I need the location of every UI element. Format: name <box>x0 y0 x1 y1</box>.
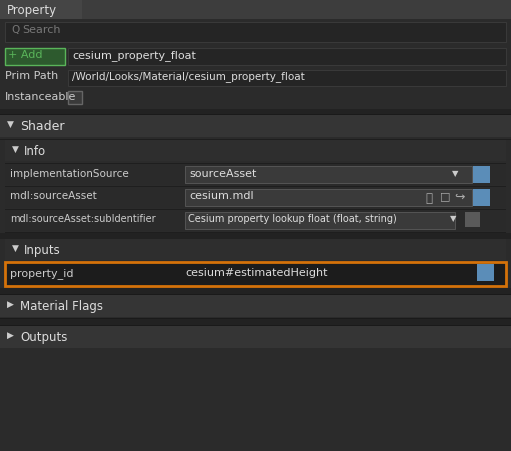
Bar <box>0 116 511 138</box>
Text: ▼: ▼ <box>452 169 458 178</box>
Bar <box>185 166 472 184</box>
Bar <box>68 49 506 66</box>
Text: property_id: property_id <box>10 267 74 278</box>
Bar <box>5 287 506 288</box>
Text: cesium#estimatedHeight: cesium#estimatedHeight <box>185 267 328 277</box>
Text: Inputs: Inputs <box>24 244 61 257</box>
Text: ▼: ▼ <box>12 244 19 253</box>
Text: ▼: ▼ <box>450 213 456 222</box>
Text: mdl:sourceAsset:subIdentifier: mdl:sourceAsset:subIdentifier <box>10 213 156 224</box>
Bar <box>5 49 65 66</box>
Bar <box>0 0 511 20</box>
Bar <box>0 349 511 451</box>
Text: ▼: ▼ <box>7 120 14 129</box>
Text: ↪: ↪ <box>454 191 464 203</box>
Text: Ⓧ: Ⓧ <box>425 192 432 205</box>
Text: Property: Property <box>7 4 57 17</box>
Text: Instanceable: Instanceable <box>5 92 76 102</box>
Bar <box>0 115 511 116</box>
Bar <box>0 318 511 319</box>
Text: Info: Info <box>24 145 46 158</box>
Bar <box>5 239 506 260</box>
Bar <box>0 47 511 67</box>
Text: Outputs: Outputs <box>20 330 67 343</box>
Bar <box>5 232 506 234</box>
Bar <box>0 0 82 20</box>
Text: Material Flags: Material Flags <box>20 299 103 312</box>
Bar <box>5 187 506 188</box>
Text: Cesium property lookup float (float, string): Cesium property lookup float (float, str… <box>188 213 397 224</box>
Bar <box>0 69 511 88</box>
Text: implementationSource: implementationSource <box>10 169 129 179</box>
Bar <box>0 295 511 318</box>
Text: ▶: ▶ <box>7 330 14 339</box>
Bar <box>5 23 506 43</box>
Bar <box>185 189 472 207</box>
Bar <box>68 71 506 87</box>
Bar <box>5 141 506 161</box>
Bar <box>465 212 480 227</box>
Bar <box>473 189 490 207</box>
Text: cesium.mdl: cesium.mdl <box>189 191 253 201</box>
Bar <box>0 110 511 116</box>
Bar <box>0 140 511 141</box>
Text: + Add: + Add <box>8 50 42 60</box>
Bar <box>5 210 506 211</box>
Bar <box>0 325 511 326</box>
Bar <box>5 211 506 231</box>
Text: ▼: ▼ <box>12 145 19 154</box>
Bar <box>5 165 506 186</box>
Bar <box>0 319 511 325</box>
Bar <box>68 92 82 105</box>
Bar <box>477 264 494 281</box>
Text: sourceAsset: sourceAsset <box>189 169 257 179</box>
Text: mdl:sourceAsset: mdl:sourceAsset <box>10 191 97 201</box>
Bar <box>0 326 511 348</box>
Bar <box>5 188 506 208</box>
Text: Prim Path: Prim Path <box>5 71 58 81</box>
Text: ▶: ▶ <box>7 299 14 308</box>
Text: □: □ <box>440 191 451 201</box>
Text: Shader: Shader <box>20 120 64 133</box>
Bar <box>473 166 490 184</box>
Bar <box>5 164 506 165</box>
Text: Search: Search <box>22 25 60 35</box>
Bar <box>0 288 511 295</box>
Text: cesium_property_float: cesium_property_float <box>72 50 196 61</box>
Bar <box>185 212 455 230</box>
Bar <box>5 262 506 286</box>
Bar <box>0 90 511 108</box>
Text: Q: Q <box>11 25 19 35</box>
Text: /World/Looks/Material/cesium_property_float: /World/Looks/Material/cesium_property_fl… <box>72 71 305 82</box>
Bar <box>0 234 511 239</box>
